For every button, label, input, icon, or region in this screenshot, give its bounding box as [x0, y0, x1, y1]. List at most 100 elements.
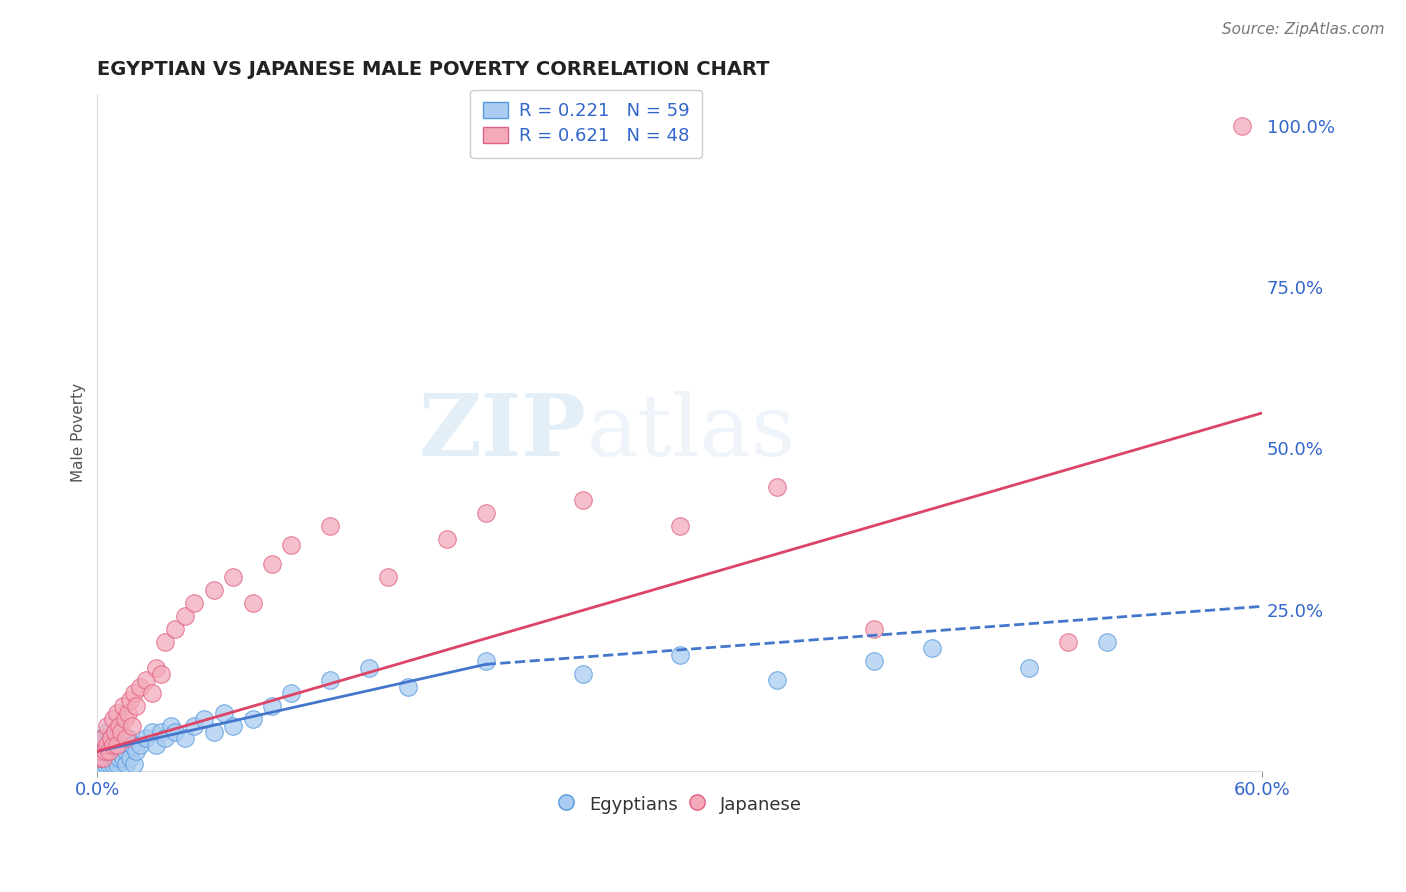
Point: [183, 718, 205, 732]
Point: [100, 751, 122, 765]
Point: [100, 731, 122, 746]
Point: [121, 738, 143, 752]
Point: [117, 706, 139, 720]
Point: [104, 751, 127, 765]
Point: [260, 699, 283, 714]
Point: [114, 712, 136, 726]
Point: [111, 699, 134, 714]
Point: [120, 693, 142, 707]
Point: [107, 718, 129, 732]
Point: [90, 744, 112, 758]
Point: [115, 744, 138, 758]
Point: [474, 654, 496, 668]
Point: [125, 744, 148, 758]
Point: [173, 731, 195, 746]
Point: [98, 738, 121, 752]
Point: [96, 725, 118, 739]
Point: [765, 673, 787, 688]
Point: [110, 725, 132, 739]
Legend: Egyptians, Japanese: Egyptians, Japanese: [548, 786, 811, 822]
Point: [91, 731, 114, 746]
Point: [101, 744, 124, 758]
Point: [280, 538, 302, 552]
Point: [163, 622, 186, 636]
Point: [111, 751, 134, 765]
Point: [212, 706, 235, 720]
Point: [101, 738, 124, 752]
Point: [121, 718, 143, 732]
Point: [122, 686, 145, 700]
Point: [101, 757, 124, 772]
Point: [89, 751, 111, 765]
Point: [91, 751, 114, 765]
Point: [202, 725, 225, 739]
Point: [115, 757, 138, 772]
Point: [921, 641, 943, 656]
Point: [129, 680, 152, 694]
Point: [141, 686, 163, 700]
Point: [571, 493, 593, 508]
Point: [359, 660, 381, 674]
Point: [122, 757, 145, 772]
Point: [1232, 120, 1254, 134]
Y-axis label: Male Poverty: Male Poverty: [72, 383, 86, 482]
Point: [862, 654, 884, 668]
Text: Source: ZipAtlas.com: Source: ZipAtlas.com: [1222, 22, 1385, 37]
Point: [436, 532, 458, 546]
Point: [155, 635, 177, 649]
Point: [1056, 635, 1078, 649]
Point: [242, 712, 264, 726]
Point: [396, 680, 419, 694]
Point: [668, 518, 690, 533]
Point: [160, 718, 183, 732]
Point: [1095, 635, 1118, 649]
Point: [135, 731, 157, 746]
Point: [104, 725, 127, 739]
Point: [101, 712, 124, 726]
Point: [91, 751, 114, 765]
Point: [96, 718, 118, 732]
Point: [474, 506, 496, 520]
Point: [377, 570, 399, 584]
Point: [163, 725, 186, 739]
Point: [145, 738, 167, 752]
Point: [91, 731, 114, 746]
Point: [114, 738, 136, 752]
Text: ZIP: ZIP: [419, 391, 586, 475]
Point: [90, 757, 112, 772]
Point: [90, 738, 112, 752]
Point: [280, 686, 302, 700]
Point: [110, 731, 132, 746]
Point: [115, 731, 138, 746]
Point: [150, 725, 173, 739]
Point: [202, 583, 225, 598]
Point: [105, 757, 128, 772]
Point: [94, 757, 117, 772]
Point: [120, 751, 142, 765]
Point: [319, 518, 342, 533]
Point: [571, 667, 593, 681]
Point: [319, 673, 342, 688]
Point: [105, 738, 128, 752]
Point: [183, 596, 205, 610]
Point: [222, 718, 245, 732]
Point: [141, 725, 163, 739]
Point: [222, 570, 245, 584]
Point: [107, 751, 129, 765]
Point: [100, 731, 122, 746]
Point: [98, 744, 121, 758]
Point: [668, 648, 690, 662]
Point: [155, 731, 177, 746]
Point: [150, 667, 173, 681]
Point: [173, 609, 195, 624]
Point: [145, 660, 167, 674]
Point: [96, 738, 118, 752]
Point: [193, 712, 215, 726]
Point: [96, 751, 118, 765]
Point: [129, 738, 152, 752]
Point: [105, 738, 128, 752]
Point: [94, 744, 117, 758]
Point: [125, 699, 148, 714]
Point: [89, 751, 111, 765]
Point: [104, 725, 127, 739]
